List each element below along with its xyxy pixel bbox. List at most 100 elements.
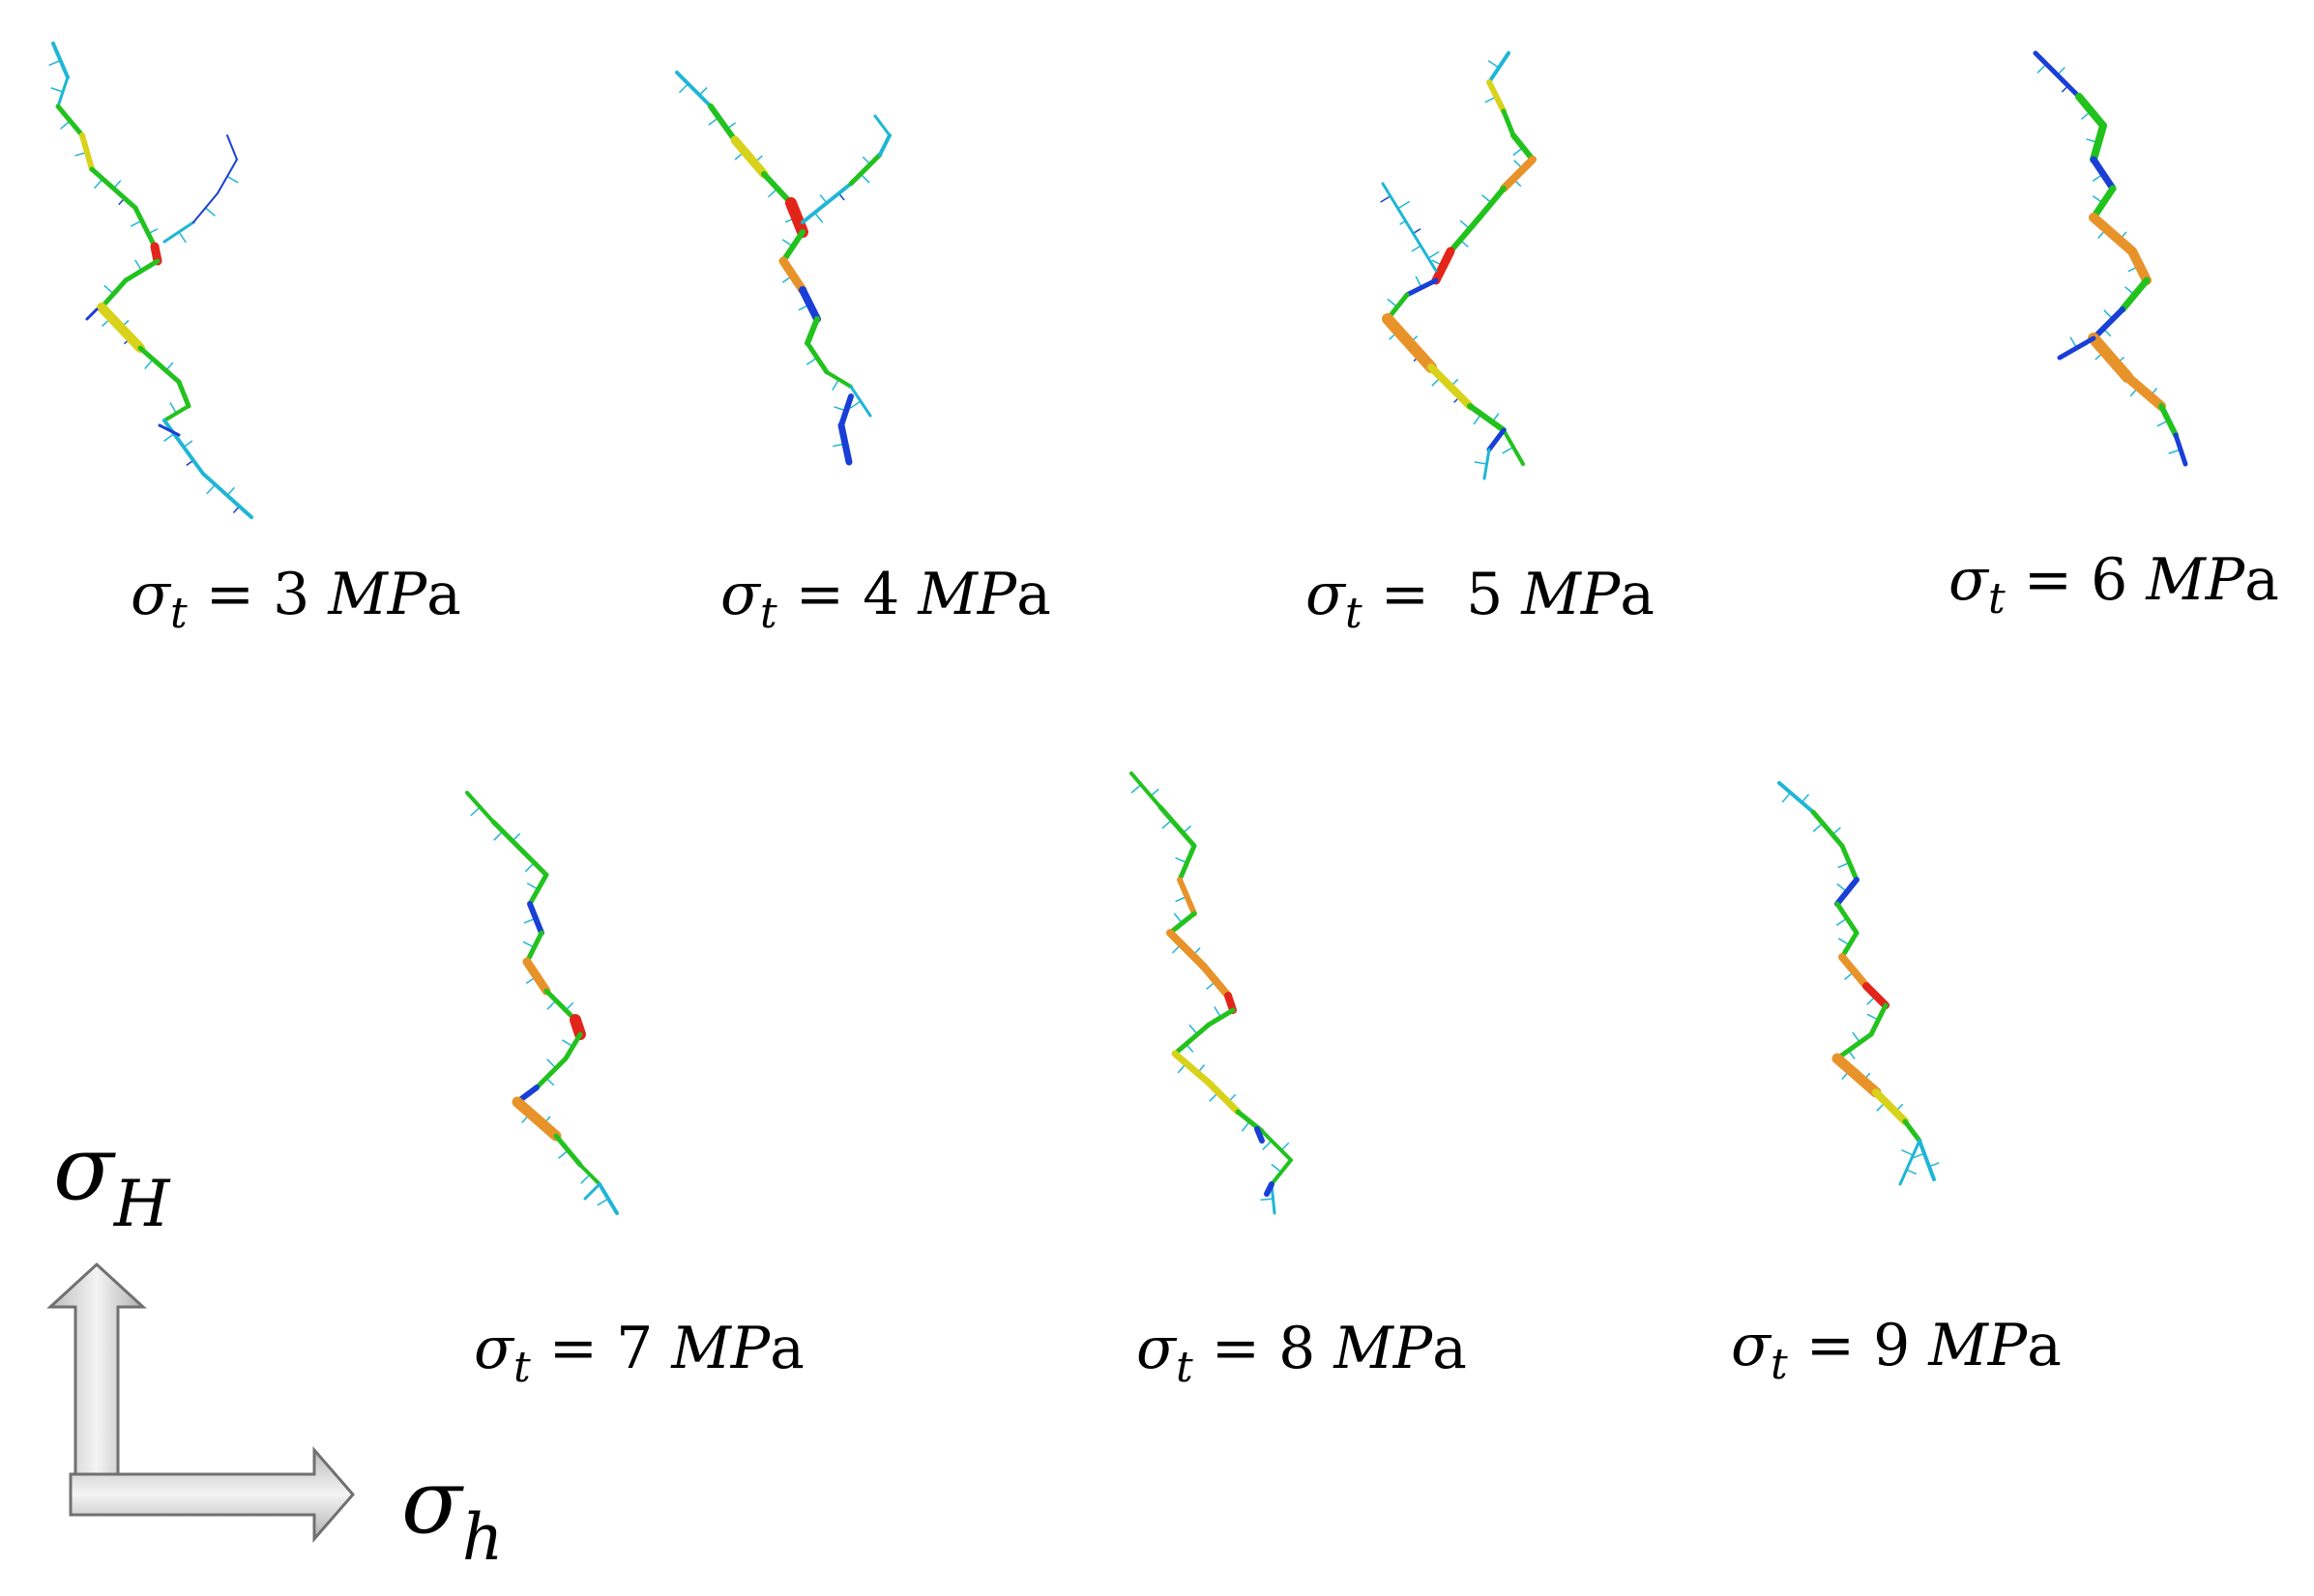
crack-hair (1781, 792, 1792, 803)
crack-segment (801, 182, 853, 224)
crack-segment (805, 316, 820, 346)
crack-segment (1166, 929, 1208, 971)
caption-t9: σt = 9 MPa (1731, 1312, 2062, 1389)
crack-segment (1404, 277, 1439, 298)
crack-segment (527, 872, 549, 907)
crack-segment (132, 205, 158, 249)
crack-segment (192, 192, 219, 223)
crack-hair (1413, 228, 1421, 235)
crack-segment (1177, 843, 1197, 883)
crack-segment (1831, 1053, 1882, 1098)
crack-segment (85, 307, 99, 321)
crack-segment (2091, 306, 2125, 341)
crack-segment (1427, 363, 1474, 410)
crack-segment (1200, 963, 1232, 1000)
crack-segment (1270, 1158, 1293, 1186)
crack-segment (1448, 215, 1482, 254)
crack-segment (162, 220, 195, 244)
crack-segment (1918, 1139, 1936, 1181)
crack-segment (1501, 108, 1516, 138)
crack-segment (1157, 804, 1197, 849)
crack-segment (97, 303, 145, 353)
crack-segment (1431, 247, 1455, 285)
caption-t3: σt = 3 MPa (131, 561, 461, 638)
crack-segment (226, 134, 238, 160)
crack-segment (1467, 403, 1507, 433)
crack-segment (176, 379, 191, 409)
crack-segment (578, 1163, 601, 1186)
crack-hair (178, 231, 187, 244)
crack-segment (99, 277, 129, 310)
crack-segment (1862, 982, 1889, 1009)
crack-hair (597, 1198, 609, 1206)
crack-segment (799, 286, 821, 323)
crack-segment (598, 1182, 619, 1215)
crack-segment (708, 103, 738, 143)
crack-segment (490, 819, 525, 854)
crack-segment (2127, 247, 2152, 285)
crack-segment (730, 135, 769, 179)
crack-segment (1260, 1129, 1293, 1162)
crack-hair (1906, 1169, 1918, 1175)
crack-hair (1502, 446, 1514, 454)
crack-segment (1777, 781, 1815, 814)
crack-hair (226, 175, 239, 184)
stress-axes: σH σh (46, 1117, 503, 1575)
crack-hair (1130, 784, 1142, 794)
crack-hair (1487, 60, 1500, 69)
crack-hair (1380, 195, 1391, 203)
crack-segment (1206, 1007, 1236, 1028)
crack-hair (1260, 1198, 1274, 1202)
crack-segment (1171, 1050, 1213, 1087)
crack-hair (48, 59, 61, 67)
caption-t5: σt = 5 MPa (1305, 561, 1655, 638)
crack-t4 (675, 71, 892, 466)
crack-segment (1834, 1031, 1874, 1061)
crack-segment (1834, 877, 1860, 907)
crack-segment (1502, 428, 1525, 466)
crack-hair (1262, 1140, 1273, 1150)
crack-segment (780, 229, 806, 264)
crack-hair (1271, 1163, 1282, 1174)
crack-segment (1254, 1126, 1265, 1144)
crack-segment (1205, 1079, 1242, 1116)
crack-segment (465, 791, 495, 824)
crack-panels (48, 42, 2188, 1215)
caption-t4: σt = 4 MPa (720, 561, 1051, 638)
crack-hair (1427, 250, 1440, 259)
crack-segment (522, 957, 551, 996)
crack-hair (205, 207, 216, 217)
crack-segment (838, 393, 854, 428)
crack-hair (50, 87, 64, 93)
crack-t5 (1380, 51, 1537, 480)
crack-segment (785, 197, 808, 238)
crack-hair (1901, 1149, 1914, 1156)
crack-t7 (465, 791, 619, 1215)
crack-segment (2057, 335, 2096, 361)
crack-segment (1382, 313, 1437, 373)
crack-segment (1902, 1118, 1922, 1144)
crack-segment (563, 1031, 583, 1061)
crack-segment (2090, 156, 2117, 192)
crack-segment (55, 103, 85, 138)
crack-segment (162, 419, 205, 476)
sigma-H-label: σH (53, 1117, 171, 1241)
crack-segment (137, 345, 182, 385)
crack-segment (1482, 448, 1491, 480)
crack-hair (832, 379, 840, 392)
crack-segment (201, 472, 253, 519)
crack-segment (570, 1014, 586, 1040)
crack-segment (2090, 185, 2117, 221)
crack-segment (2088, 333, 2133, 383)
crack-segment (1898, 1139, 1921, 1186)
crack-segment (2123, 372, 2166, 411)
crack-hair (1912, 1152, 1925, 1159)
crack-segment (534, 1056, 569, 1090)
crack-segment (158, 423, 181, 437)
sigma-h-arrow (69, 1445, 355, 1544)
crack-segment (583, 1182, 601, 1201)
crack-segment (1487, 51, 1510, 84)
crack-segment (778, 256, 807, 295)
crack-hair (678, 83, 689, 94)
